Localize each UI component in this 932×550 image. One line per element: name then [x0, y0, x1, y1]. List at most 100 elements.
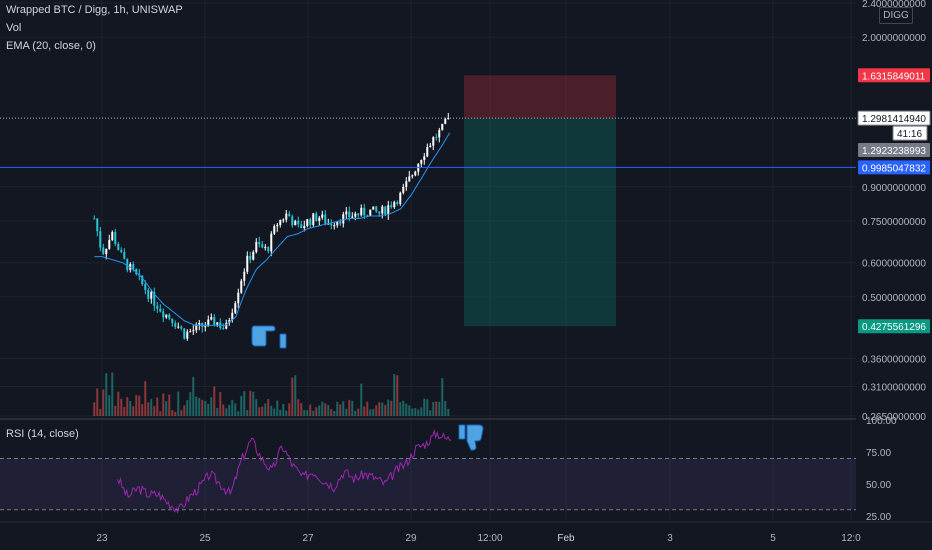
volume-bar	[228, 404, 231, 416]
volume-bar	[234, 403, 237, 416]
rsi-legend[interactable]: RSI (14, close)	[6, 428, 79, 440]
price-axis[interactable]: 2.4000000000 2.0000000000 0.9000000000 0.75…	[857, 0, 932, 523]
candle-body	[414, 171, 417, 176]
time-tick-label: 23	[96, 533, 108, 544]
candle-body	[387, 205, 390, 215]
time-tick-label: 5	[770, 533, 776, 544]
candle-body	[336, 221, 339, 226]
candle-body	[147, 290, 150, 299]
candle-body	[330, 223, 333, 226]
take-profit-badge-text: 0.4275561296	[862, 322, 926, 333]
candle-body	[399, 192, 402, 204]
candle-body	[333, 225, 336, 227]
volume-bar	[447, 409, 450, 416]
candle-body	[123, 251, 126, 259]
volume-bar	[441, 378, 444, 416]
candle-body	[444, 119, 447, 124]
candle-body	[354, 213, 357, 217]
candle-body	[225, 322, 228, 329]
volume-bar	[390, 400, 393, 416]
volume-bar	[327, 405, 330, 416]
volume-bar	[153, 406, 156, 416]
volume-legend[interactable]: Vol	[6, 22, 22, 34]
candle-body	[360, 207, 363, 216]
price-tick-label: 0.5000000000	[862, 293, 926, 304]
volume-bar	[432, 402, 435, 416]
overlay-lines	[0, 117, 856, 511]
candle-body	[183, 328, 186, 339]
candle-body	[282, 219, 285, 221]
candle-body	[210, 317, 213, 320]
time-axis[interactable]: 23 25 27 29 12:00 Feb 3 5 12:0	[0, 521, 932, 544]
candle-body	[405, 181, 408, 187]
volume-bar	[99, 408, 102, 416]
candle-body	[273, 226, 276, 234]
thumbs-down-icon	[458, 424, 484, 451]
candle-body	[384, 206, 387, 215]
volume-bar	[195, 396, 198, 416]
volume-bar	[348, 399, 351, 416]
countdown-badge-text: 41:16	[897, 129, 922, 140]
volume-bar	[192, 376, 195, 416]
volume-bar	[399, 402, 402, 416]
candle-body	[96, 218, 99, 232]
volume-bar	[171, 410, 174, 416]
stop-loss-zone[interactable]	[464, 75, 616, 119]
volume-bar	[255, 399, 258, 416]
volume-bar	[363, 406, 366, 416]
last-price-badge-text: 1.2981414940	[862, 114, 926, 125]
candle-body	[297, 220, 300, 225]
candle-body	[192, 330, 195, 332]
volume-bar	[429, 410, 432, 416]
candle-body	[423, 156, 426, 161]
rsi-tick-label: 75.00	[866, 448, 891, 459]
candle-body	[150, 291, 153, 299]
quote-currency-badge[interactable]: DIGG	[879, 7, 913, 24]
candle-body	[159, 308, 162, 312]
volume-bar	[165, 401, 168, 416]
volume-bar	[252, 391, 255, 416]
volume-bar	[159, 411, 162, 416]
candle-body	[231, 312, 234, 321]
ema-legend[interactable]: EMA (20, close, 0)	[6, 40, 96, 52]
candle-body	[327, 223, 330, 225]
volume-bar	[324, 403, 327, 416]
volume-bar	[402, 400, 405, 416]
volume-bar	[216, 407, 219, 416]
volume-bar	[96, 388, 99, 416]
volume-bar	[108, 395, 111, 416]
candle-body	[321, 214, 324, 218]
time-tick-label: 12:0	[841, 533, 861, 544]
candle-body	[171, 318, 174, 324]
candle-body	[324, 214, 327, 224]
volume-bar	[312, 410, 315, 416]
volume-bar	[297, 399, 300, 416]
volume-bar	[162, 393, 165, 416]
pair-title[interactable]: Wrapped BTC / Digg, 1h, UNISWAP	[6, 4, 183, 16]
volume-bar	[381, 402, 384, 416]
volume-bar	[294, 375, 297, 416]
volume-bar	[144, 381, 147, 416]
volume-bar	[369, 409, 372, 416]
volume-bar	[279, 409, 282, 416]
time-tick-label: 3	[667, 533, 673, 544]
candle-body	[438, 130, 441, 138]
time-tick-label: 25	[199, 533, 211, 544]
candle-body	[432, 137, 435, 146]
volume-bar	[273, 408, 276, 416]
volume-bar	[288, 403, 291, 416]
candle-body	[369, 209, 372, 217]
horizontal-line-badge: 0.9985047832	[858, 160, 930, 175]
take-profit-zone[interactable]	[464, 118, 616, 327]
time-tick-label: 29	[405, 533, 417, 544]
time-tick-label: 12:00	[477, 533, 502, 544]
volume-bar	[174, 411, 177, 416]
volume-bar	[318, 405, 321, 416]
candle-body	[312, 213, 315, 225]
candle-body	[177, 326, 180, 328]
price-tick-label: 0.3600000000	[862, 354, 926, 365]
candle-body	[165, 314, 168, 318]
candle-body	[420, 160, 423, 164]
volume-bar	[141, 404, 144, 416]
